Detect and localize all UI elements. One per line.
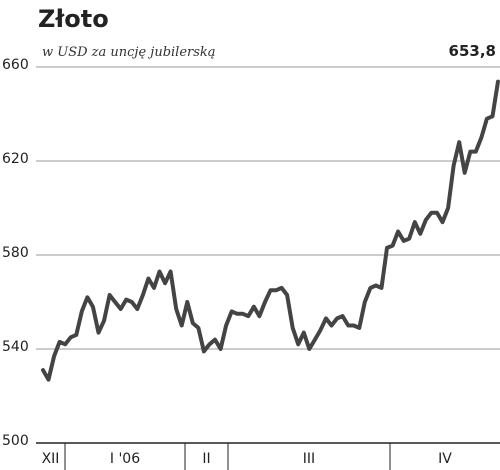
- chart-subtitle: w USD za uncję jubilerską: [42, 45, 216, 60]
- y-tick-label: 660: [2, 57, 29, 73]
- x-period-label: IV: [438, 451, 452, 467]
- y-tick-label: 540: [2, 339, 29, 355]
- price-line: [41, 79, 500, 382]
- y-tick-label: 620: [2, 151, 29, 167]
- x-period-label: III: [303, 451, 315, 467]
- x-period-label: I '06: [110, 451, 140, 467]
- y-tick-label: 580: [2, 245, 29, 261]
- chart-title: Złoto: [38, 5, 109, 33]
- x-period-label: II: [202, 451, 210, 467]
- last-value-label: 653,8: [449, 42, 496, 60]
- y-tick-label: 500: [2, 433, 29, 449]
- x-period-label: XII: [42, 451, 60, 467]
